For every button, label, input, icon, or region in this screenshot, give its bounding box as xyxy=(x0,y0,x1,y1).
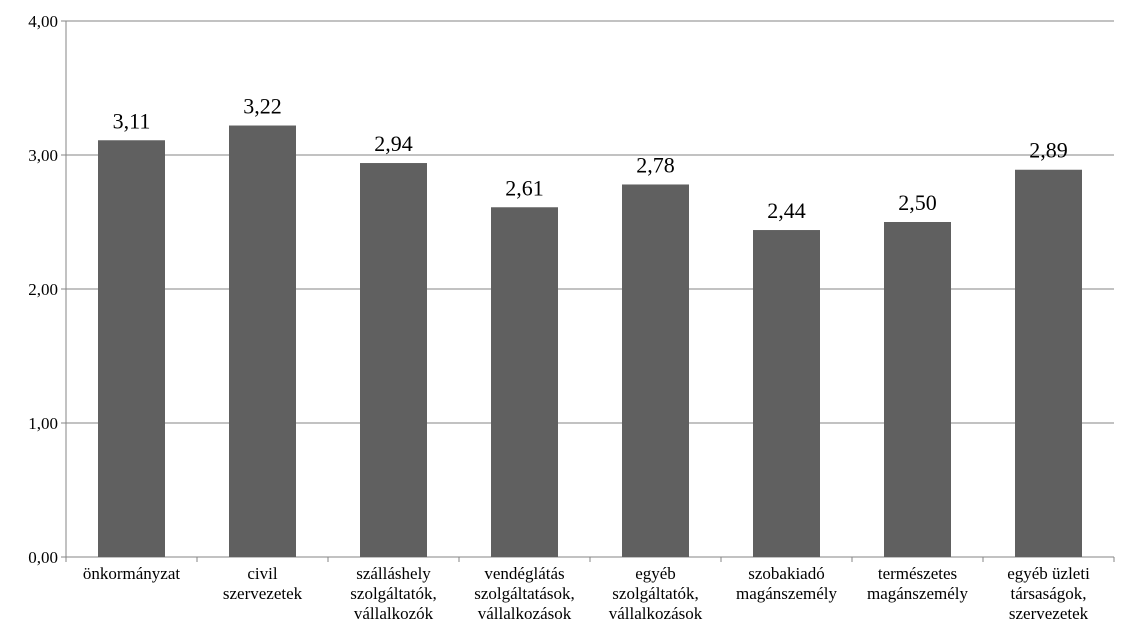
x-tick-label: civil szervezetek xyxy=(223,564,303,603)
bar xyxy=(360,163,427,558)
bar xyxy=(229,125,296,558)
bar xyxy=(98,140,165,557)
x-tick-label: önkormányzat xyxy=(83,564,181,583)
x-tick-label: szálláshely szolgáltatók, vállalkozók xyxy=(350,564,436,623)
x-tick-label: szobakiadó magánszemély xyxy=(736,564,838,603)
x-tick-label: egyéb szolgáltatók, vállalkozások xyxy=(609,564,703,623)
bars xyxy=(98,125,1082,558)
y-tick-label: 2,00 xyxy=(28,280,58,299)
x-tick-label: természetes magánszemély xyxy=(867,564,969,603)
axes xyxy=(61,20,1115,562)
bar xyxy=(622,184,689,558)
data-label: 3,22 xyxy=(243,94,282,119)
x-tick-label: egyéb üzleti társaságok, szervezetek xyxy=(1007,564,1090,623)
data-label: 2,44 xyxy=(767,198,806,223)
data-label: 2,89 xyxy=(1029,138,1068,163)
data-label: 2,94 xyxy=(374,131,413,156)
bar xyxy=(1015,169,1082,558)
y-tick-label: 0,00 xyxy=(28,548,58,567)
bar xyxy=(491,207,558,557)
data-label: 2,61 xyxy=(505,175,544,200)
data-label: 2,78 xyxy=(636,152,675,177)
y-tick-label: 4,00 xyxy=(28,12,58,31)
data-label: 2,50 xyxy=(898,190,937,215)
bar xyxy=(884,222,951,557)
y-tick-label: 3,00 xyxy=(28,146,58,165)
labels: 0,00 1,00 2,00 3,00 4,00 3,11 önkormányzat 3,22… xyxy=(28,12,1090,623)
grid-lines xyxy=(66,20,1114,424)
bar xyxy=(753,230,820,558)
x-tick-label: vendéglátás szolgáltatások, vállalkozások xyxy=(474,564,575,623)
data-label: 3,11 xyxy=(113,108,151,133)
y-tick-label: 1,00 xyxy=(28,414,58,433)
